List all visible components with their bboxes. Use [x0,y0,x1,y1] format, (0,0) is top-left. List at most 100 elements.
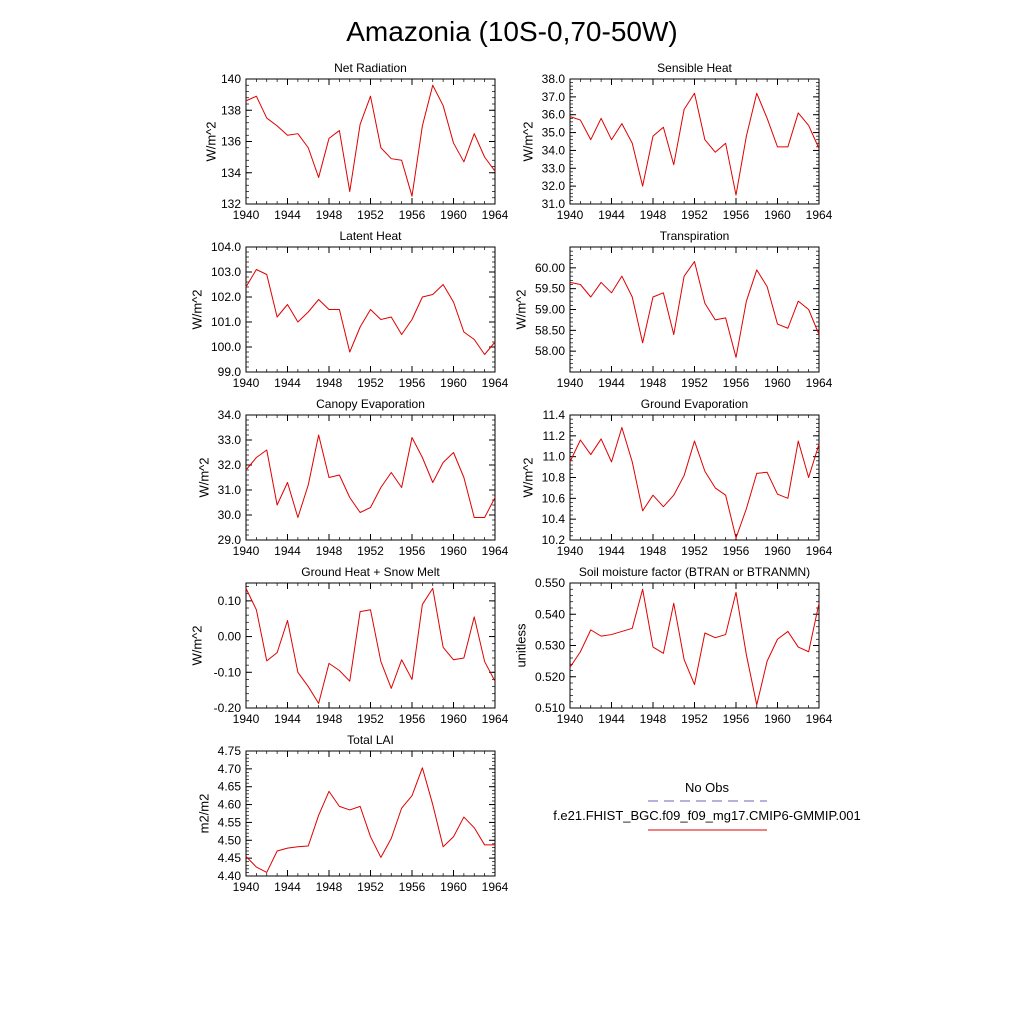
y-tick-label: 0.00 [218,630,242,644]
series-line [569,92,820,196]
x-tick-label: 1964 [482,208,509,222]
x-tick-label: 1940 [557,712,584,726]
panel-title: Ground Heat + Snow Melt [301,565,440,579]
y-axis-label: unitless [514,623,529,668]
y-tick-label: 58.00 [535,344,565,358]
plot-frame [245,414,496,541]
y-tick-label: 104.0 [211,240,241,254]
main-title: Amazonia (10S-0,70-50W) [346,16,677,47]
y-tick-label: 103.0 [211,265,241,279]
plot-frame [569,414,820,541]
legend-model-label: f.e21.FHIST_BGC.f09_f09_mg17.CMIP6-GMMIP… [553,808,861,823]
x-tick-label: 1960 [440,712,467,726]
x-tick-label: 1948 [640,208,667,222]
y-tick-label: 37.0 [542,90,566,104]
y-tick-label: 99.0 [218,365,242,379]
x-tick-label: 1964 [482,376,509,390]
y-tick-label: 0.540 [535,607,565,621]
y-axis-label: W/m^2 [203,121,218,161]
x-tick-label: 1952 [357,544,384,558]
y-tick-label: 140 [221,72,241,86]
x-tick-label: 1944 [274,376,301,390]
x-tick-label: 1940 [233,712,260,726]
y-tick-label: 102.0 [211,290,241,304]
x-tick-label: 1948 [640,712,667,726]
y-tick-label: 32.0 [542,179,566,193]
x-tick-label: 1960 [764,544,791,558]
y-tick-label: 59.50 [535,282,565,296]
y-tick-label: 11.0 [543,450,566,464]
y-tick-label: 60.00 [535,261,565,275]
x-tick-label: 1944 [598,376,625,390]
y-tick-label: 138 [221,103,241,117]
plot-frame [569,78,820,205]
y-tick-label: 134 [221,166,241,180]
x-tick-label: 1944 [274,880,301,894]
panel-title: Transpiration [660,229,730,243]
panels: 1940 1944 1948 1952 1956 1960 1964 132 134 136 138… [190,61,833,894]
x-tick-label: 1952 [681,544,708,558]
panel-title: Canopy Evaporation [316,397,425,411]
y-tick-label: 30.0 [218,508,242,522]
y-axis-label: W/m^2 [196,457,211,497]
y-tick-label: 34.0 [542,143,566,157]
panel-title: Net Radiation [334,61,407,75]
y-axis-label: W/m^2 [190,289,205,329]
y-tick-label: 11.4 [543,408,566,422]
chart-panel: 1940 1944 1948 1952 1956 1960 1964 132 134 136 138… [203,61,508,222]
x-tick-label: 1964 [806,712,833,726]
y-tick-label: 10.4 [542,512,566,526]
y-tick-label: 100.0 [211,340,241,354]
x-tick-label: 1956 [399,376,426,390]
y-tick-label: 35.0 [542,126,566,140]
x-tick-label: 1952 [357,208,384,222]
y-tick-label: 33.0 [218,433,242,447]
x-tick-label: 1956 [723,376,750,390]
x-tick-label: 1944 [274,712,301,726]
y-tick-label: 4.45 [218,851,242,865]
y-tick-label: 0.510 [535,701,565,715]
x-tick-label: 1952 [681,712,708,726]
plot-frame [245,750,496,877]
x-tick-label: 1956 [399,712,426,726]
panel-title: Total LAI [347,733,394,747]
x-tick-label: 1960 [764,376,791,390]
chart-panel: 1940 1944 1948 1952 1956 1960 1964 31.0 32.0 33.0… [520,61,832,222]
x-tick-label: 1952 [357,712,384,726]
series-line [569,261,820,358]
y-tick-label: 10.8 [542,471,566,485]
x-tick-label: 1952 [681,376,708,390]
x-tick-label: 1952 [357,880,384,894]
y-tick-label: 4.70 [218,762,242,776]
x-tick-label: 1944 [598,544,625,558]
y-tick-label: 34.0 [218,408,242,422]
y-tick-label: 4.55 [218,815,242,829]
x-tick-label: 1964 [482,880,509,894]
y-tick-label: 10.6 [542,491,566,505]
y-tick-label: 11.2 [543,429,566,443]
series-line [245,84,496,197]
x-tick-label: 1956 [723,712,750,726]
y-tick-label: 136 [221,135,241,149]
panel-title: Latent Heat [339,229,402,243]
y-tick-label: 10.2 [542,533,566,547]
y-tick-label: 0.530 [535,639,565,653]
x-tick-label: 1940 [557,544,584,558]
x-tick-label: 1960 [440,376,467,390]
x-tick-label: 1956 [399,880,426,894]
chart-panel: 1940 1944 1948 1952 1956 1960 1964 99.0 100.0 101… [190,229,509,390]
y-tick-label: 4.65 [218,780,242,794]
x-tick-label: 1952 [357,376,384,390]
x-tick-label: 1940 [233,208,260,222]
x-tick-label: 1952 [681,208,708,222]
y-tick-label: 32.0 [218,458,242,472]
x-tick-label: 1940 [233,376,260,390]
y-axis-label: W/m^2 [520,121,535,161]
legend-obs-label: No Obs [685,780,730,795]
y-tick-label: 4.40 [218,869,242,883]
x-tick-label: 1964 [806,544,833,558]
x-tick-label: 1948 [316,880,343,894]
x-tick-label: 1940 [233,880,260,894]
y-axis-label: W/m^2 [520,457,535,497]
